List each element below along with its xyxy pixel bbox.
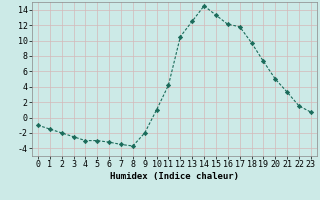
X-axis label: Humidex (Indice chaleur): Humidex (Indice chaleur) bbox=[110, 172, 239, 181]
